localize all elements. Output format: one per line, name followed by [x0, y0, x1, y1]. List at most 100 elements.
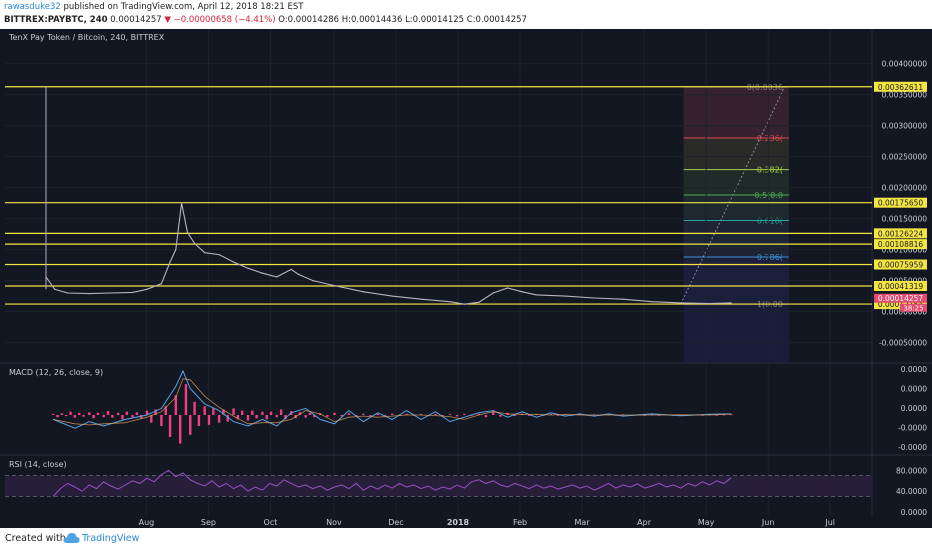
macd-y-tick-label: -0.0000	[898, 443, 927, 452]
price-point	[730, 302, 732, 304]
fib-lower-zone	[683, 304, 789, 362]
macd-histogram-bar	[60, 413, 64, 415]
price-point	[564, 295, 566, 297]
tradingview-brand[interactable]: TradingView	[82, 533, 140, 544]
macd-histogram-bar	[434, 413, 437, 415]
price-point	[169, 261, 171, 263]
price-point	[45, 276, 47, 278]
macd-signal-line	[53, 378, 732, 426]
rsi-band-fill	[5, 475, 872, 497]
macd-histogram-bar	[77, 412, 81, 415]
level-price-tag	[874, 197, 927, 208]
price-point	[463, 303, 465, 305]
macd-histogram-bar	[197, 415, 201, 426]
level-price-label: 0.00041319	[878, 282, 924, 291]
macd-histogram-bar	[207, 415, 211, 425]
price-point	[186, 231, 188, 233]
price-point	[297, 273, 300, 275]
macd-histogram-bar	[715, 415, 719, 416]
macd-histogram-bar	[212, 408, 215, 415]
level-price-tag	[874, 239, 927, 250]
created-with-label: Created with	[5, 533, 66, 544]
chart-area[interactable]: 0(0.00360.236(0.382(0.5(0.00.618(0.786(1…	[0, 29, 932, 528]
price-point	[593, 297, 595, 299]
price-line	[45, 202, 732, 305]
x-tick-label: Aug	[139, 518, 155, 527]
macd-histogram-bar	[56, 415, 59, 418]
macd-histogram-bar	[279, 409, 283, 415]
last-price-label: 0.00014257	[878, 294, 924, 303]
macd-histogram-bar	[232, 408, 235, 415]
macd-title: MACD (12, 26, close, 9)	[9, 368, 103, 377]
rsi-y-tick-label: 0.0000	[901, 508, 927, 517]
macd-histogram-bar	[722, 414, 726, 416]
macd-histogram-bar	[405, 413, 408, 415]
price-point	[276, 276, 278, 278]
x-tick-label: Feb	[513, 518, 527, 527]
macd-histogram-bar	[657, 415, 661, 416]
price-point	[54, 288, 56, 290]
price-point	[680, 302, 682, 304]
price-point	[708, 302, 711, 305]
price-point	[146, 288, 148, 290]
tradingview-cloud-icon	[63, 533, 80, 543]
y-tick-label: 0.00300000	[882, 122, 928, 131]
macd-pane-background	[0, 364, 932, 454]
macd-histogram-bar	[193, 401, 196, 415]
chart-header: rawasduke32 published on TradingView.com…	[0, 0, 932, 29]
y-tick-label: -0.00050000	[879, 339, 927, 348]
fib-level-label: 0.618(	[757, 216, 783, 225]
macd-histogram-bar	[477, 413, 480, 415]
macd-histogram-bar	[116, 412, 120, 415]
macd-histogram-bar	[369, 415, 372, 417]
rsi-y-tick-label: 80.0000	[896, 466, 927, 475]
macd-y-tick-label: 0.0000	[901, 404, 927, 413]
macd-histogram-bar	[333, 412, 336, 415]
fib-trend-line	[680, 86, 786, 305]
macd-histogram-bar	[69, 411, 72, 415]
price-point	[247, 267, 249, 269]
level-price-label: 0.00108816	[878, 240, 924, 249]
macd-histogram-bar	[174, 395, 178, 415]
price-point	[218, 253, 220, 256]
author-link[interactable]: rawasduke32	[4, 2, 61, 12]
macd-histogram-bar	[222, 409, 225, 415]
publish-line: rawasduke32 published on TradingView.com…	[4, 2, 303, 12]
y-tick-label: 0.00350000	[882, 91, 928, 100]
macd-histogram-bar	[121, 415, 124, 420]
chart-svg[interactable]: 0(0.00360.236(0.382(0.5(0.00.618(0.786(1…	[0, 29, 932, 528]
macd-histogram-bar	[160, 415, 163, 426]
symbol-line: BITTREX:PAYBTC, 240 0.00014257 ▼ −0.0000…	[4, 15, 527, 25]
price-point	[204, 252, 206, 254]
macd-histogram-bar	[150, 415, 153, 423]
price-change: −0.00000658 (−4.41%)	[173, 15, 276, 25]
y-tick-label: 0.00000000	[882, 308, 928, 317]
macd-histogram-bar	[455, 415, 459, 417]
macd-histogram-bar	[347, 413, 351, 415]
price-point	[420, 298, 422, 300]
macd-histogram-bar	[164, 406, 167, 415]
fib-band	[683, 220, 789, 258]
macd-histogram-bar	[269, 411, 273, 415]
macd-histogram-bar	[92, 415, 95, 419]
rsi-line	[52, 469, 732, 497]
level-price-label: 0.00362611	[878, 83, 924, 92]
level-price-tag	[874, 259, 927, 270]
price-point	[535, 294, 538, 296]
x-tick-label: Jul	[824, 518, 835, 527]
macd-histogram-bar	[217, 415, 221, 423]
price-point	[181, 202, 183, 204]
price-point	[507, 287, 509, 289]
footer: Created with TradingView	[0, 528, 932, 550]
price-point	[160, 283, 163, 285]
price-point	[88, 293, 90, 295]
x-tick-label: Nov	[326, 518, 342, 527]
fib-band	[683, 86, 789, 138]
macd-histogram-bar	[168, 415, 172, 437]
x-tick-label: Oct	[264, 518, 278, 527]
macd-histogram-bar	[178, 415, 182, 444]
price-point	[232, 261, 235, 263]
fib-level-label: 0.382(	[757, 166, 783, 175]
macd-histogram-bar	[326, 415, 329, 417]
price-point	[449, 301, 451, 303]
